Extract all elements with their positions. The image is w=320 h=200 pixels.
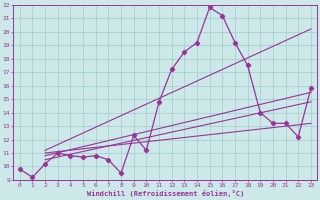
X-axis label: Windchill (Refroidissement éolien,°C): Windchill (Refroidissement éolien,°C) bbox=[87, 190, 244, 197]
